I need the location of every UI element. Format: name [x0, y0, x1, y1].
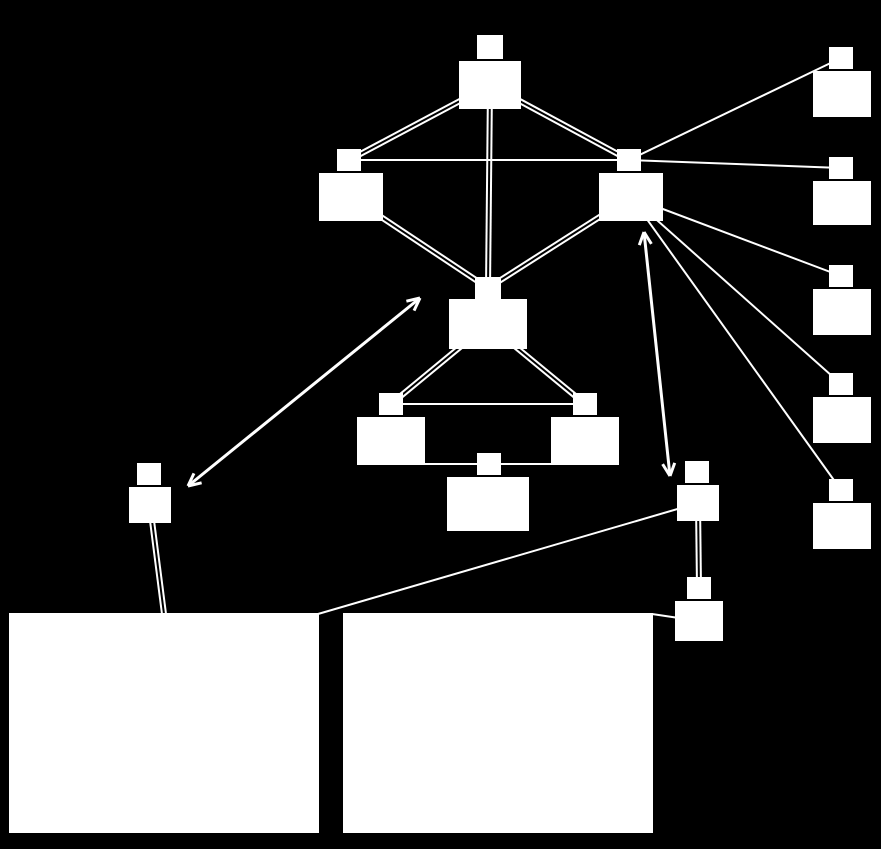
node-host_r_sm: [686, 462, 708, 482]
node-fanout_r1_sm: [830, 48, 852, 68]
node-host_l_sm: [138, 464, 160, 484]
node-bC_lg: [448, 478, 528, 530]
node-host_r_lg: [678, 486, 718, 520]
node-fanout_r3_sm: [830, 266, 852, 286]
node-top_lg: [460, 62, 520, 108]
node-fanout_r2_lg: [814, 182, 870, 224]
node-fanout_r3_lg: [814, 290, 870, 334]
network-diagram: [0, 0, 881, 849]
node-bC_sm: [478, 454, 500, 474]
node-panel_right: [344, 614, 652, 832]
node-bL_lg: [358, 418, 424, 464]
node-bR_sm: [574, 394, 596, 414]
node-mid_sm: [476, 278, 500, 298]
node-right_lg: [600, 174, 662, 220]
node-panel_left: [10, 614, 318, 832]
node-bR_lg: [552, 418, 618, 464]
node-bL_sm: [380, 394, 402, 414]
node-pc_r_sm: [688, 578, 710, 598]
node-right_sm: [618, 150, 640, 170]
node-pc_r_lg: [676, 602, 722, 640]
node-fanout_r1_lg: [814, 72, 870, 116]
node-fanout_r4_sm: [830, 374, 852, 394]
node-fanout_r4_lg: [814, 398, 870, 442]
node-fanout_r5_sm: [830, 480, 852, 500]
node-fanout_r2_sm: [830, 158, 852, 178]
node-host_l_lg: [130, 488, 170, 522]
node-left_lg: [320, 174, 382, 220]
node-fanout_r5_lg: [814, 504, 870, 548]
node-mid_lg: [450, 300, 526, 348]
node-top_sm: [478, 36, 502, 58]
node-left_sm: [338, 150, 360, 170]
